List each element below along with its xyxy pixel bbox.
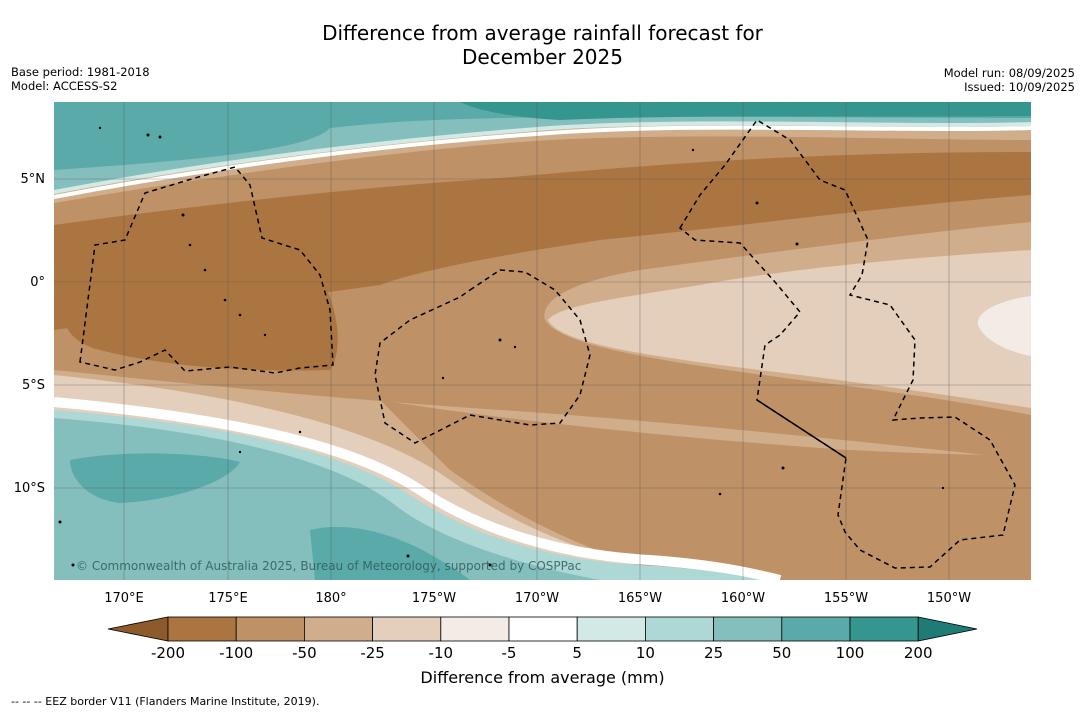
north-teal-inner — [460, 102, 1031, 120]
south-teal-blob — [70, 453, 240, 503]
south-white-line — [54, 397, 782, 580]
colorbar — [107, 616, 978, 642]
lon-label-175w: 175°W — [412, 591, 456, 606]
colorbar-segment — [372, 616, 442, 642]
meta-left: Base period: 1981-2018 Model: ACCESS-S2 — [11, 65, 150, 93]
meta-right: Model run: 08/09/2025 Issued: 10/09/2025 — [944, 66, 1075, 94]
islands — [58, 126, 945, 567]
colorbar-tick-label: -10 — [429, 644, 454, 662]
colorbar-tick-label: -5 — [502, 644, 517, 662]
colorbar-tick-labels: -200 -100 -50 -25 -10 -5 5 10 25 50 100 200 — [151, 644, 933, 662]
model-run: Model run: 08/09/2025 — [943, 66, 1075, 80]
colorbar-segment — [781, 616, 851, 642]
lat-label-5n: 5°N — [21, 172, 46, 187]
colorbar-tick-label: 100 — [836, 644, 865, 662]
colorbar-label: Difference from average (mm) — [420, 668, 665, 687]
colorbar-segment — [576, 616, 646, 642]
lon-label-180: 180° — [315, 591, 346, 606]
map-title-line2: December 2025 — [462, 45, 623, 69]
east-tan-inner — [548, 250, 1031, 408]
eez-tuvalu — [79, 166, 334, 374]
east-pale — [977, 296, 1031, 356]
brown-west-blob — [61, 229, 338, 371]
lon-label-165w: 165°W — [618, 591, 662, 606]
colorbar-tick-label: -100 — [219, 644, 253, 662]
map-title: Difference from average rainfall forecas… — [0, 21, 1085, 69]
south-teal-blob2 — [310, 526, 470, 580]
eez-borders — [79, 118, 1016, 569]
lat-label-10s: 10°S — [14, 481, 45, 496]
lon-label-175e: 175°E — [208, 591, 248, 606]
colorbar-extend-low — [107, 616, 169, 642]
lat-label-5s: 5°S — [22, 378, 45, 393]
north-light-line — [54, 121, 1031, 194]
eez-line-islands — [679, 118, 1016, 569]
colorbar-segment — [508, 616, 578, 642]
copyright-notice: © Commonwealth of Australia 2025, Bureau… — [76, 559, 581, 573]
brown-south-band — [380, 400, 1031, 580]
colorbar-segment — [849, 616, 919, 642]
eez-phoenix — [374, 269, 591, 444]
lon-label-155w: 155°W — [824, 591, 868, 606]
colorbar-segment — [167, 616, 237, 642]
colorbar-tick-label: -25 — [360, 644, 385, 662]
colorbar-segment — [235, 616, 305, 642]
colorbar-segment — [645, 616, 715, 642]
north-teal-mid — [54, 102, 1031, 170]
colorbar-extend-high — [917, 616, 978, 642]
lon-label-160w: 160°W — [721, 591, 765, 606]
map-field — [54, 102, 1031, 580]
north-white-line — [54, 125, 1031, 199]
colorbar-segment — [440, 616, 510, 642]
model-name: Model: ACCESS-S2 — [11, 79, 118, 93]
lon-tick-labels: 170°E 175°E 180° 175°W 170°W 165°W 160°W… — [104, 591, 971, 606]
base-period: Base period: 1981-2018 — [11, 65, 150, 79]
colorbar-tick-label: 200 — [904, 644, 933, 662]
map-title-line1: Difference from average rainfall forecas… — [322, 21, 763, 45]
colorbar-tick-label: -200 — [151, 644, 185, 662]
colorbar-tick-label: 10 — [636, 644, 655, 662]
eez-solid-segment — [756, 399, 847, 459]
lon-label-170e: 170°E — [104, 591, 144, 606]
colorbar-tick-label: 50 — [772, 644, 791, 662]
colorbar-tick-label: 5 — [572, 644, 582, 662]
colorbar-segment — [303, 616, 373, 642]
colorbar-tick-label: 25 — [704, 644, 723, 662]
lon-label-170w: 170°W — [515, 591, 559, 606]
lat-tick-labels: 5°N 0° 5°S 10°S — [14, 172, 45, 496]
issued-date: Issued: 10/09/2025 — [964, 80, 1075, 94]
colorbar-segment — [713, 616, 783, 642]
eez-footnote: -- -- -- EEZ border V11 (Flanders Marine… — [11, 695, 320, 708]
lon-label-150w: 150°W — [927, 591, 971, 606]
lat-label-0: 0° — [30, 275, 45, 290]
colorbar-tick-label: -50 — [292, 644, 317, 662]
